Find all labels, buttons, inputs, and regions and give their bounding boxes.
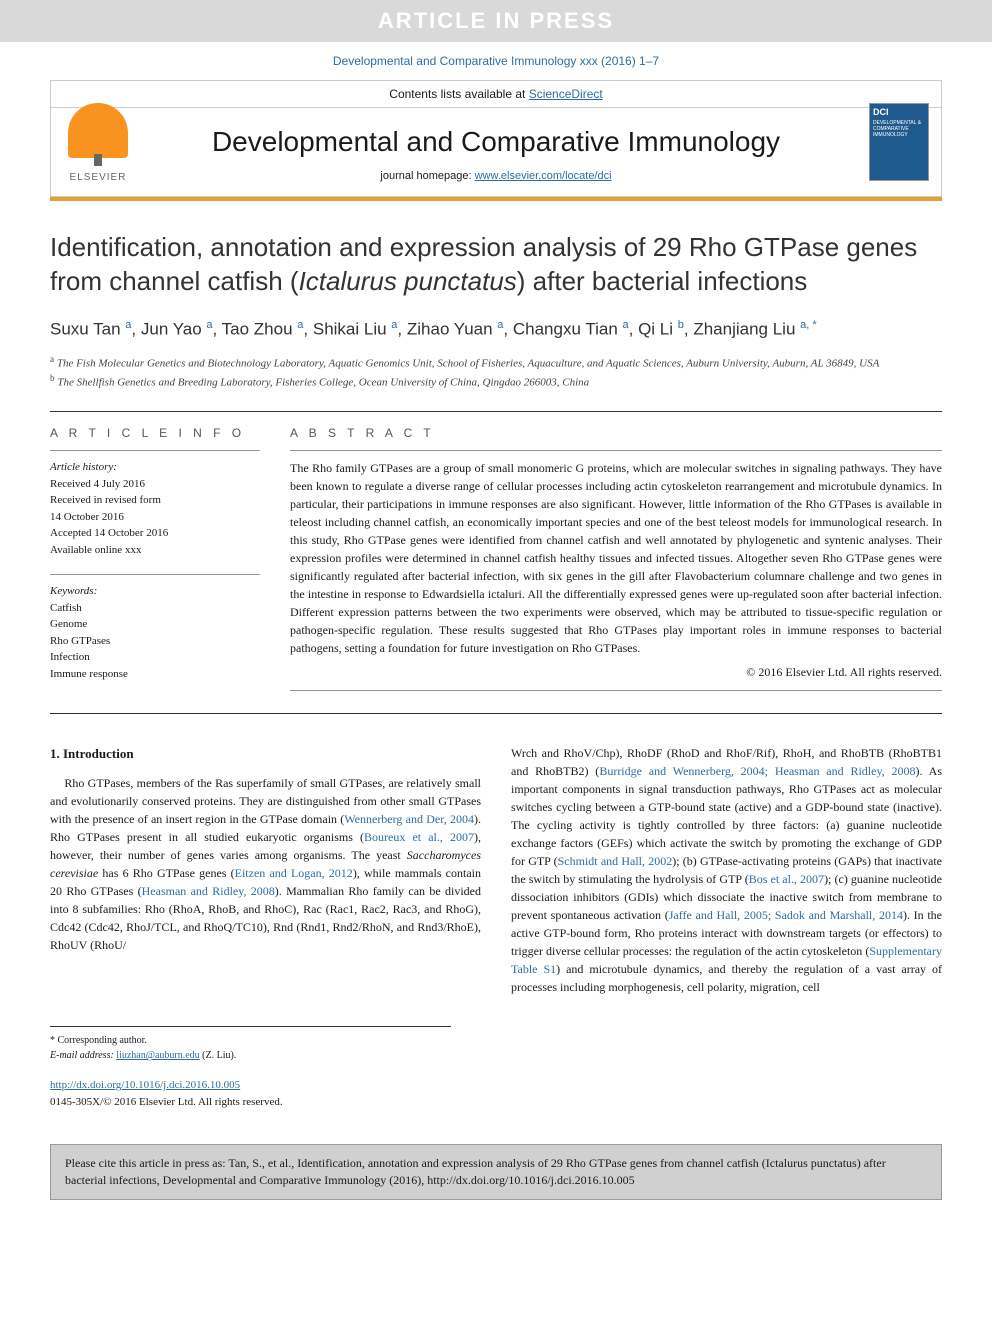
cite-text: Please cite this article in press as: Ta… (65, 1156, 886, 1187)
homepage-line: journal homepage: www.elsevier.com/locat… (51, 164, 941, 196)
keywords-block: Keywords: Catfish Genome Rho GTPases Inf… (50, 583, 260, 682)
homepage-prefix: journal homepage: (380, 170, 474, 182)
email-label: E-mail address: (50, 1050, 116, 1061)
email-name: (Z. Liu). (202, 1050, 236, 1061)
history-line: 14 October 2016 (50, 511, 124, 523)
abstract-label: A B S T R A C T (290, 426, 942, 440)
history-line: Available online xxx (50, 544, 141, 556)
journal-title: Developmental and Comparative Immunology (51, 108, 941, 164)
email-link[interactable]: liuzhan@auburn.edu (116, 1050, 199, 1061)
corr-author-line: * Corresponding author. (50, 1033, 451, 1048)
abstract-text: The Rho family GTPases are a group of sm… (290, 459, 942, 657)
journal-cover-thumbnail: DCI DEVELOPMENTAL & COMPARATIVE IMMUNOLO… (869, 103, 929, 181)
affiliation-a: a The Fish Molecular Genetics and Biotec… (50, 353, 942, 372)
corresponding-author-footnote: * Corresponding author. E-mail address: … (50, 1026, 451, 1063)
keyword: Catfish (50, 602, 82, 614)
doi-link[interactable]: http://dx.doi.org/10.1016/j.dci.2016.10.… (50, 1079, 240, 1091)
keywords-label: Keywords: (50, 585, 97, 597)
elsevier-logo: ELSEVIER (63, 103, 133, 183)
info-divider (50, 574, 260, 575)
keyword: Immune response (50, 668, 128, 680)
section-heading: 1. Introduction (50, 744, 481, 764)
body-paragraph: Wrch and RhoV/Chp), RhoDF (RhoD and RhoF… (511, 744, 942, 996)
body-columns: 1. Introduction Rho GTPases, members of … (50, 744, 942, 996)
homepage-link[interactable]: www.elsevier.com/locate/dci (475, 170, 612, 182)
issn-copyright: 0145-305X/© 2016 Elsevier Ltd. All right… (50, 1096, 283, 1108)
article-history: Article history: Received 4 July 2016 Re… (50, 459, 260, 558)
cover-abbrev: DCI (870, 104, 928, 120)
author-list: Suxu Tan a, Jun Yao a, Tao Zhou a, Shika… (50, 319, 942, 340)
article-info-column: A R T I C L E I N F O Article history: R… (50, 426, 260, 699)
section-divider (50, 713, 942, 714)
journal-header: ELSEVIER DCI DEVELOPMENTAL & COMPARATIVE… (50, 80, 942, 197)
abstract-column: A B S T R A C T The Rho family GTPases a… (290, 426, 942, 699)
keyword: Genome (50, 618, 87, 630)
publisher-name: ELSEVIER (63, 172, 133, 183)
article-info-label: A R T I C L E I N F O (50, 426, 260, 440)
history-label: Article history: (50, 461, 117, 473)
body-column-right: Wrch and RhoV/Chp), RhoDF (RhoD and RhoF… (511, 744, 942, 996)
cover-subtitle: DEVELOPMENTAL & COMPARATIVE IMMUNOLOGY (870, 120, 928, 138)
info-divider (50, 450, 260, 451)
contents-list-line: Contents lists available at ScienceDirec… (51, 81, 941, 108)
history-line: Received 4 July 2016 (50, 478, 145, 490)
article-title: Identification, annotation and expressio… (50, 231, 942, 299)
citation-box: Please cite this article in press as: Ta… (50, 1144, 942, 1200)
title-species: Ictalurus punctatus (299, 266, 517, 296)
top-citation: Developmental and Comparative Immunology… (0, 42, 992, 80)
contents-prefix: Contents lists available at (389, 87, 528, 101)
body-paragraph: Rho GTPases, members of the Ras superfam… (50, 774, 481, 954)
keyword: Rho GTPases (50, 635, 110, 647)
abstract-divider (290, 450, 942, 451)
sciencedirect-link[interactable]: ScienceDirect (529, 87, 603, 101)
abstract-divider (290, 690, 942, 691)
keyword: Infection (50, 651, 90, 663)
body-column-left: 1. Introduction Rho GTPases, members of … (50, 744, 481, 996)
affiliation-b: b The Shellfish Genetics and Breeding La… (50, 372, 942, 391)
in-press-banner: ARTICLE IN PRESS (0, 0, 992, 42)
affiliations: a The Fish Molecular Genetics and Biotec… (50, 353, 942, 391)
history-line: Accepted 14 October 2016 (50, 527, 168, 539)
title-post: ) after bacterial infections (517, 266, 807, 296)
history-line: Received in revised form (50, 494, 161, 506)
abstract-copyright: © 2016 Elsevier Ltd. All rights reserved… (290, 665, 942, 680)
doi-block: http://dx.doi.org/10.1016/j.dci.2016.10.… (50, 1077, 942, 1110)
